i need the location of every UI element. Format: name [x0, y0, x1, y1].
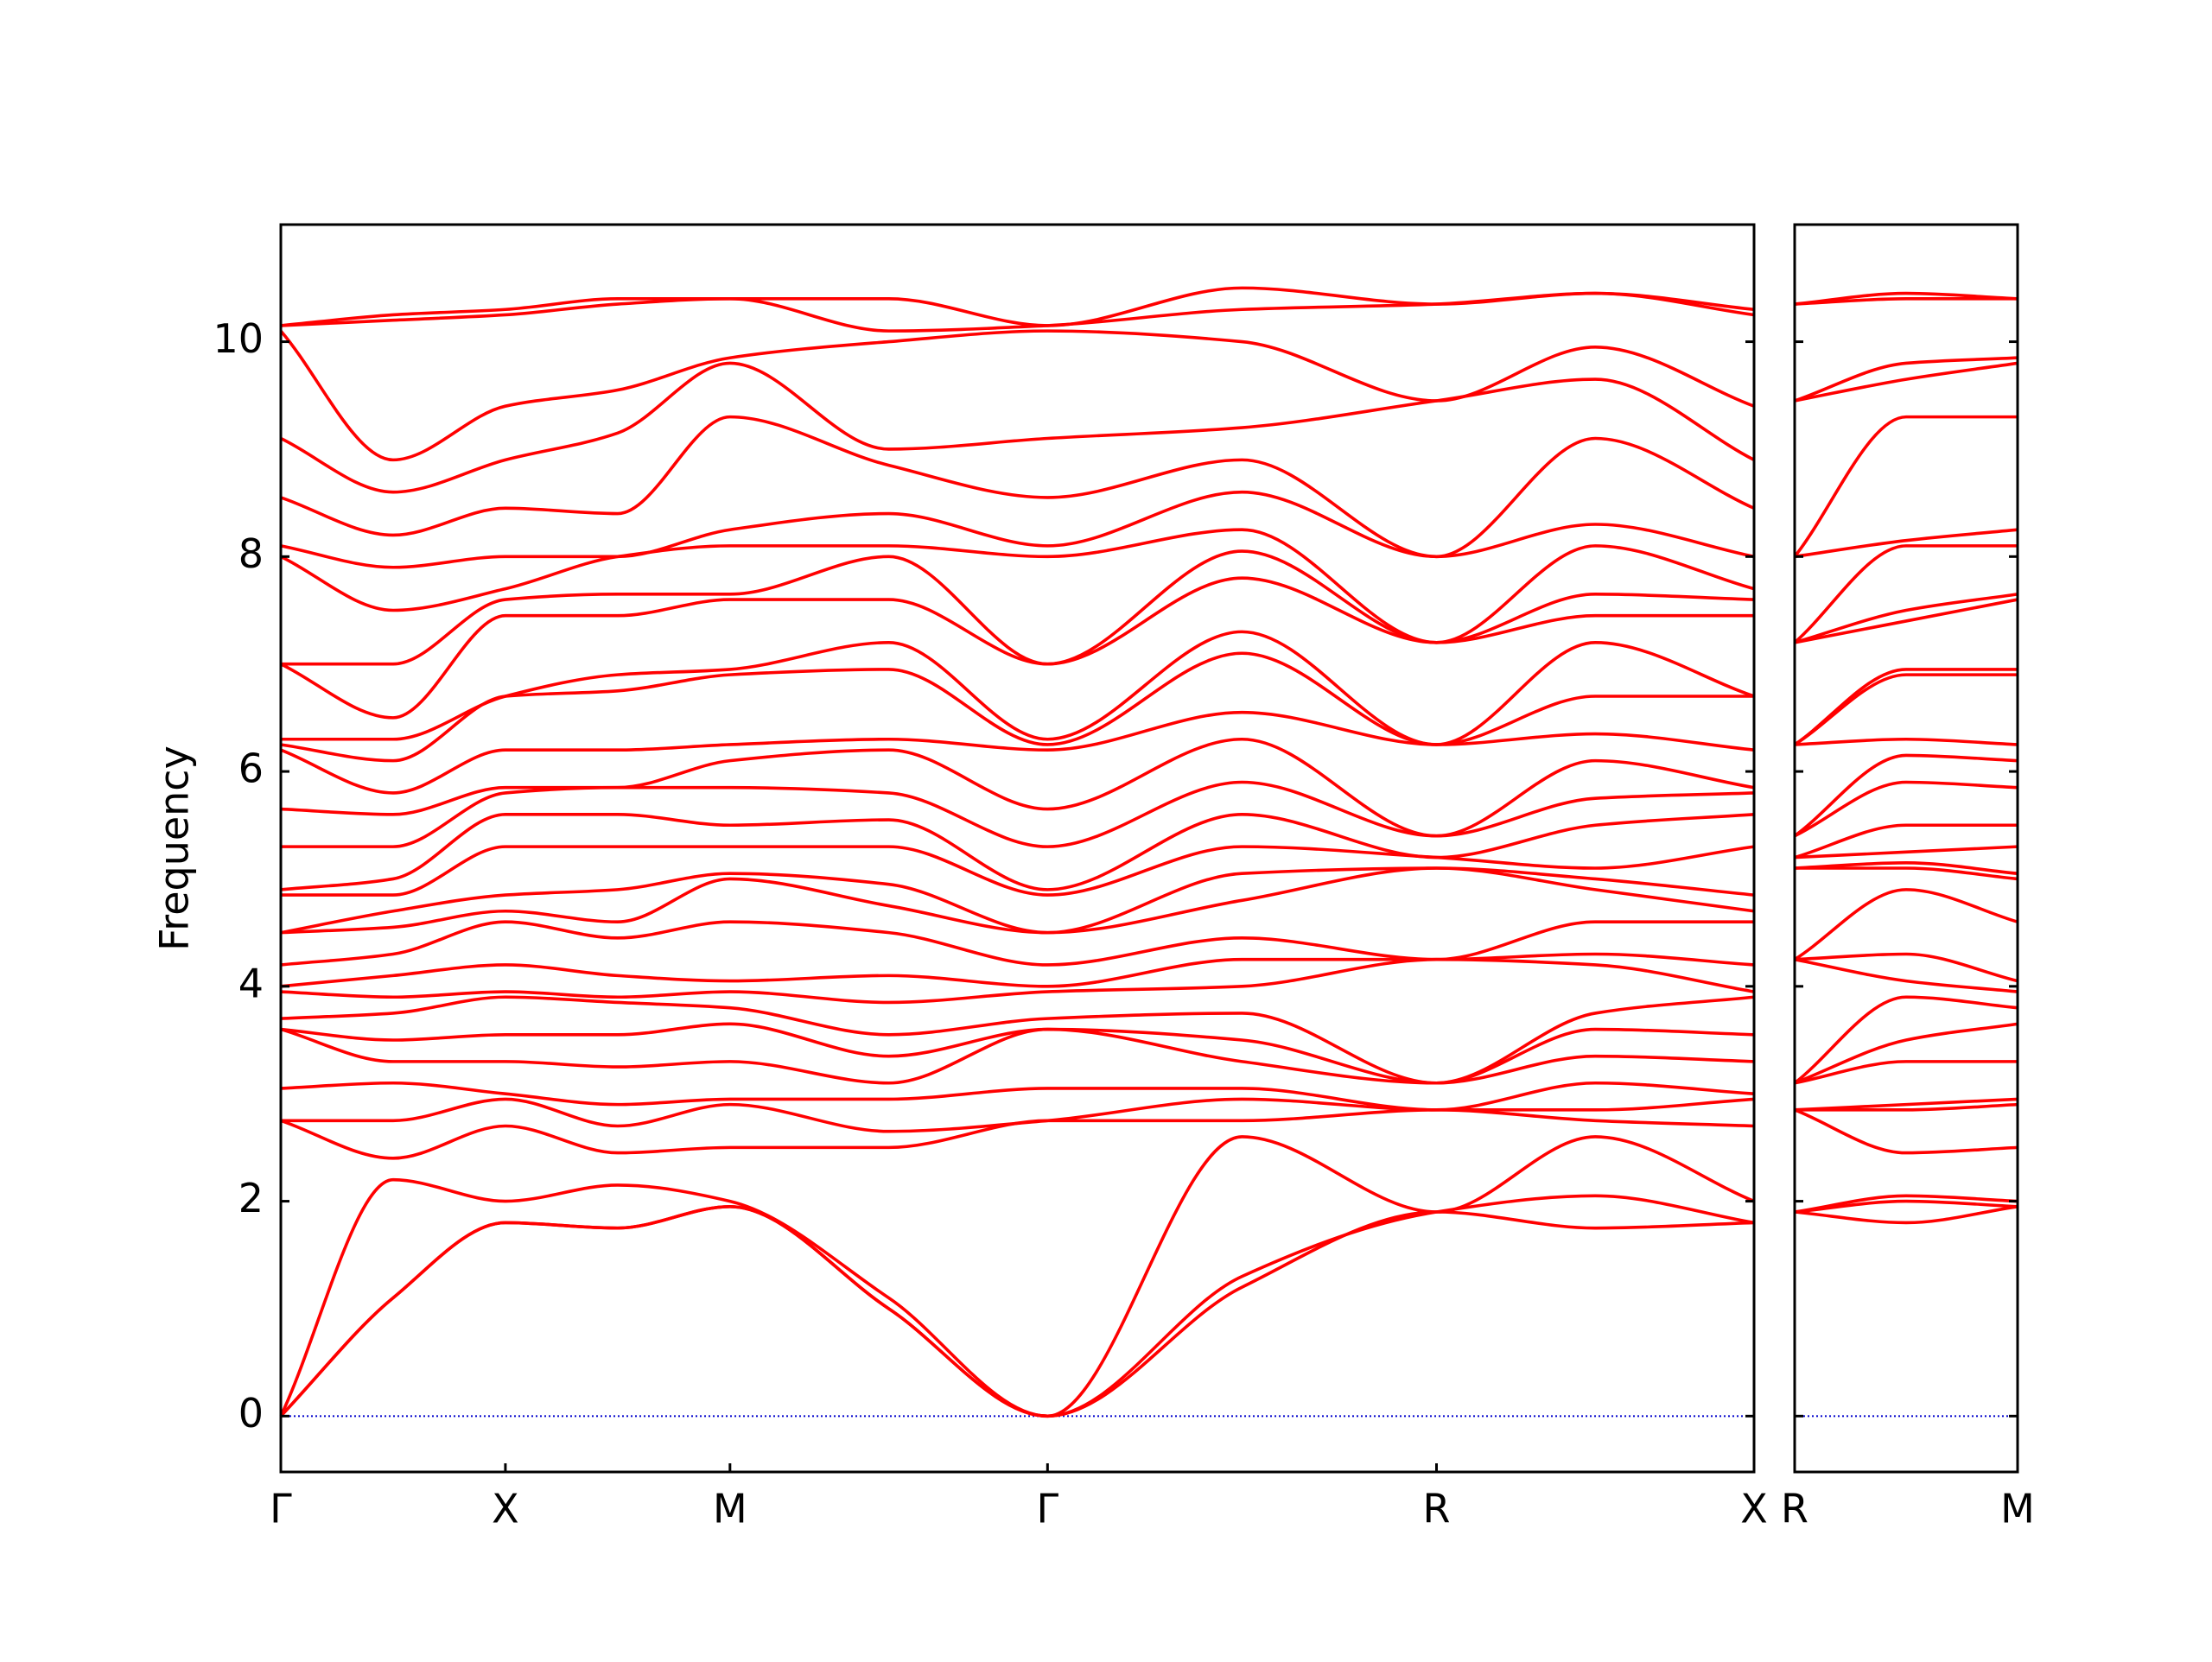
band-line: [280, 920, 1754, 967]
band-line: [1794, 598, 2018, 644]
band-line: [1794, 356, 2018, 403]
band-line: [280, 952, 1755, 988]
band-line: [280, 1022, 1755, 1085]
band-line: [1793, 995, 2018, 1085]
band-line: [280, 576, 1754, 720]
band-line: [1794, 845, 2018, 860]
band-line: [280, 866, 1755, 935]
band-line: [1793, 415, 2018, 558]
band-line: [1793, 668, 2018, 746]
band-line: [1794, 1022, 2018, 1085]
y-tick-label: 4: [238, 960, 264, 1006]
x-tick-label: X: [492, 1486, 519, 1532]
x-tick-label: M: [2000, 1486, 2035, 1532]
plot-frame: [1793, 223, 2019, 1474]
band-line: [279, 1194, 1755, 1418]
band-line: [1794, 823, 2018, 860]
band-line: [1795, 866, 2018, 881]
x-tick-label: Γ: [270, 1486, 292, 1532]
band-line: [280, 1027, 1755, 1085]
x-tick-label: R: [1781, 1486, 1808, 1532]
band-line: [280, 995, 1755, 1085]
band-line: [280, 710, 1755, 795]
band-line: [1793, 753, 2018, 838]
band-line: [280, 291, 1755, 333]
band-line: [280, 813, 1755, 891]
band-line: [1794, 1199, 2018, 1214]
band-line: [1794, 1060, 2018, 1085]
band-line: [280, 286, 1755, 327]
band-line: [279, 329, 1755, 462]
band-line: [280, 490, 1755, 569]
plot-frame: [279, 223, 1756, 1474]
band-line: [1794, 1205, 2018, 1225]
band-line: [1794, 860, 2018, 876]
band-line: [1794, 673, 2018, 746]
band-line: [1794, 952, 2018, 983]
y-axis-label: Frequency: [151, 745, 198, 951]
band-line: [279, 1135, 1755, 1418]
band-line: [280, 737, 1755, 838]
y-tick-label: 6: [238, 745, 264, 792]
y-tick-label: 2: [238, 1175, 264, 1221]
band-line: [1794, 1108, 2018, 1155]
band-line: [1794, 888, 2018, 961]
x-tick-label: M: [713, 1486, 747, 1532]
band-line: [1794, 1102, 2018, 1112]
band-line: [281, 1097, 1755, 1133]
x-tick-label: X: [1740, 1486, 1768, 1532]
band-line: [1794, 737, 2018, 746]
band-line: [280, 1108, 1755, 1160]
band-line: [281, 549, 1755, 666]
band-line: [281, 845, 1755, 897]
band-line: [280, 866, 1755, 935]
x-tick-label: R: [1423, 1486, 1451, 1532]
band-line: [279, 1204, 1755, 1418]
band-line: [1794, 1194, 2018, 1214]
y-tick-label: 10: [213, 315, 264, 362]
band-line: [280, 651, 1754, 763]
band-line: [1794, 780, 2018, 838]
x-tick-label: Γ: [1037, 1486, 1059, 1532]
band-line: [1794, 957, 2018, 993]
band-line: [1794, 1097, 2018, 1112]
band-line: [1794, 593, 2018, 644]
band-line: [1793, 544, 2018, 644]
band-line: [280, 361, 1755, 494]
band-line: [280, 957, 1755, 1005]
band-line: [281, 630, 1755, 746]
band-line: [280, 415, 1755, 559]
y-tick-label: 0: [238, 1390, 264, 1437]
band-line: [1794, 297, 2018, 306]
band-line: [1794, 291, 2018, 306]
band-line: [280, 528, 1755, 644]
band-line: [280, 1081, 1755, 1112]
y-tick-label: 8: [238, 530, 264, 577]
band-line: [281, 780, 1755, 848]
band-line: [1794, 528, 2018, 559]
band-line: [1794, 361, 2018, 403]
